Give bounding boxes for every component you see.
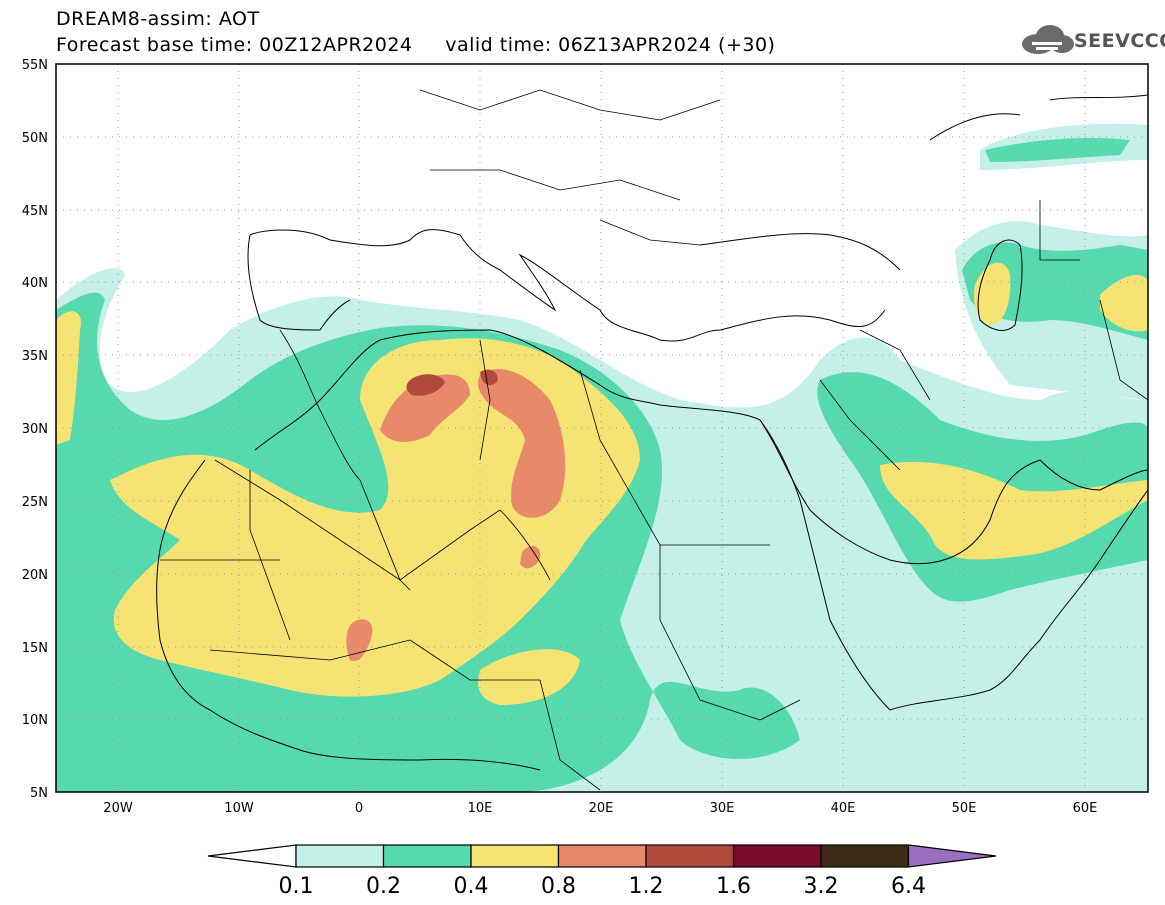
colorbar-cell <box>470 844 560 868</box>
lon-tick-0: 0 <box>355 801 363 816</box>
lat-tick-30n: 30N <box>22 422 48 437</box>
lon-tick-30e: 30E <box>710 801 735 816</box>
colorbar-cell <box>645 844 735 868</box>
colorbar-cell <box>732 844 822 868</box>
country-borders <box>160 89 1148 791</box>
colorbar-cell <box>820 844 910 868</box>
coastlines <box>156 94 1148 771</box>
lat-tick-40n: 40N <box>22 276 48 291</box>
lon-tick-60e: 60E <box>1073 801 1098 816</box>
colorbar-label: 1.6 <box>716 874 751 899</box>
colorbar-arrow-high <box>907 844 997 868</box>
colorbar-cell <box>295 844 385 868</box>
colorbar-label: 0.8 <box>541 874 576 899</box>
cloud-logo-icon <box>1022 25 1074 54</box>
aot-contour-0.4-west <box>56 311 81 445</box>
lon-tick-50e: 50E <box>952 801 977 816</box>
aot-contour-0.4-chad <box>478 649 580 705</box>
lat-tick-55n: 55N <box>22 58 48 73</box>
colorbar-cell <box>382 844 472 868</box>
aot-contour-0.4-arabia <box>880 461 1148 560</box>
aot-contour-0.2-caspian <box>962 242 1148 340</box>
base-time-label: Forecast base time: 00Z12APR2024 <box>56 34 413 56</box>
lat-tick-35n: 35N <box>22 349 48 364</box>
lon-tick-10e: 10E <box>468 801 493 816</box>
lat-tick-45n: 45N <box>22 204 48 219</box>
lat-tick-50n: 50N <box>22 131 48 146</box>
colorbar-label: 1.2 <box>629 874 664 899</box>
map-frame <box>55 63 1149 793</box>
colorbar-label: 0.1 <box>279 874 314 899</box>
lat-tick-20n: 20N <box>22 568 48 583</box>
lat-axis: 55N 50N 45N 40N 35N 30N 25N 20N 15N 10N … <box>22 58 48 801</box>
aot-contour-1.2-east <box>480 369 498 386</box>
lon-tick-20w: 20W <box>103 801 133 816</box>
lat-tick-10n: 10N <box>22 713 48 728</box>
lat-tick-25n: 25N <box>22 495 48 510</box>
lat-tick-15n: 15N <box>22 641 48 656</box>
grid-lines <box>56 64 1148 792</box>
lon-axis: 20W 10W 0 10E 20E 30E 40E 50E 60E <box>103 801 1097 816</box>
lon-tick-20e: 20E <box>589 801 614 816</box>
aot-contour-0.8 <box>380 374 470 442</box>
aot-contour-0.8-niger <box>346 619 373 661</box>
brand-label: SEEVCCC <box>1074 30 1165 52</box>
colorbar-label: 0.2 <box>366 874 401 899</box>
aot-contour-1.2 <box>406 374 445 396</box>
lon-tick-40e: 40E <box>831 801 856 816</box>
aot-contour-0.4-iran <box>1100 275 1148 332</box>
colorbar-cell <box>557 844 647 868</box>
aot-field <box>56 123 1148 792</box>
lon-tick-10w: 10W <box>224 801 254 816</box>
colorbar-arrow-low <box>207 844 297 868</box>
aot-contour-0.4-caspian <box>973 262 1011 325</box>
colorbar-label: 6.4 <box>891 874 926 899</box>
colorbar-label: 0.4 <box>454 874 489 899</box>
aot-contour-0.2-north <box>985 138 1130 162</box>
colorbar-label: 3.2 <box>804 874 839 899</box>
aot-contour-0.8-chad <box>520 546 541 569</box>
time-info: Forecast base time: 00Z12APR2024 valid t… <box>56 34 775 56</box>
lat-tick-5n: 5N <box>30 786 48 801</box>
chart-title: DREAM8-assim: AOT <box>56 8 260 30</box>
aot-contour-0.8-libya <box>478 369 566 518</box>
valid-time-label: valid time: 06Z13APR2024 (+30) <box>445 34 776 56</box>
